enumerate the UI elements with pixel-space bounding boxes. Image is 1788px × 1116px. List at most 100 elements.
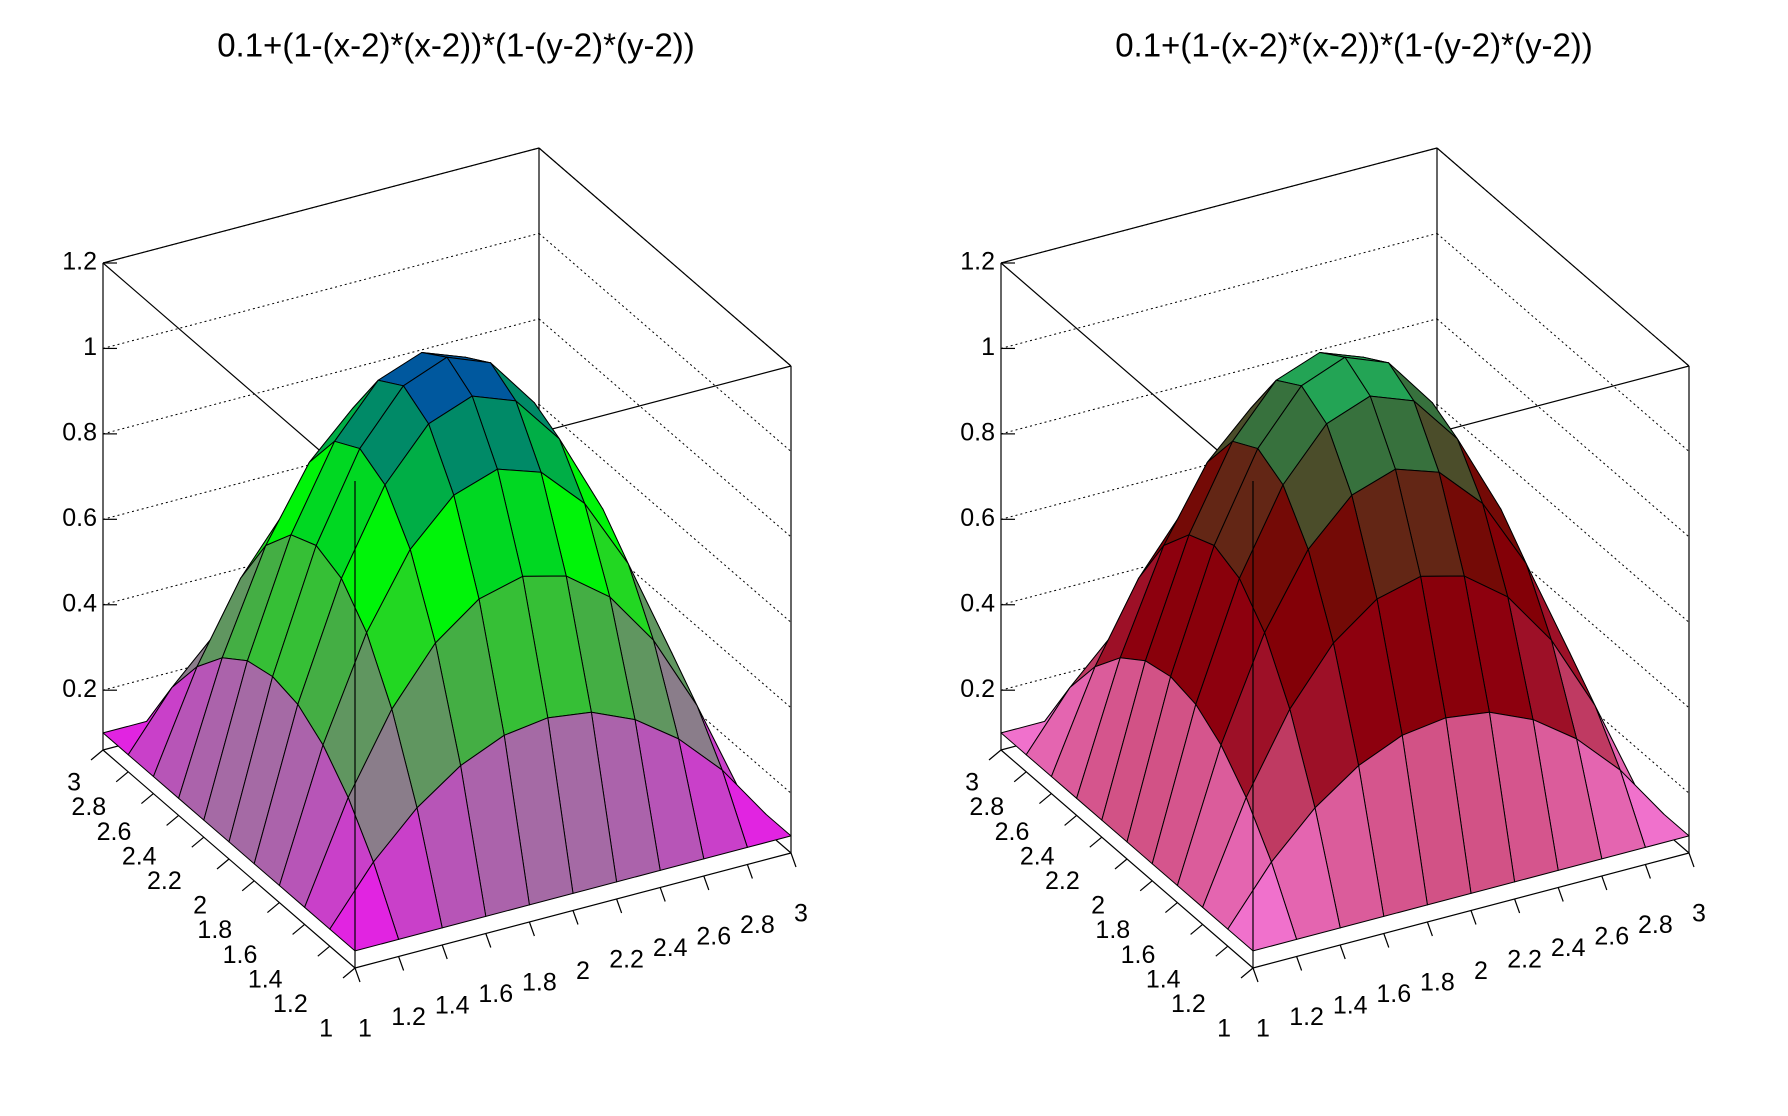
x-tick-label: 2 (1474, 957, 1488, 985)
z-tick-label: 0.4 (960, 589, 995, 617)
x-tick-label: 1 (358, 1015, 372, 1043)
y-tick-label: 2.4 (122, 842, 157, 870)
grid-line (102, 232, 540, 349)
x-tick (1339, 944, 1346, 960)
box-edge (102, 262, 356, 482)
y-tick (1165, 902, 1178, 914)
y-tick-label: 1.2 (273, 990, 308, 1018)
x-tick-label: 1.6 (1376, 980, 1411, 1008)
z-tick-label: 0.4 (62, 589, 97, 617)
x-tick (1557, 887, 1564, 902)
x-tick-label: 2.6 (696, 923, 731, 951)
grid-line (538, 233, 792, 452)
x-tick (659, 887, 666, 902)
y-tick-label: 1.6 (223, 941, 258, 969)
z-tick-label: 1 (981, 333, 995, 361)
z-tick-label: 0.6 (960, 504, 995, 532)
x-tick (485, 933, 492, 948)
grid-line (1436, 403, 1690, 623)
grid-line (538, 318, 792, 538)
x-tick-label: 2.4 (653, 934, 688, 962)
x-tick (1601, 875, 1608, 891)
grid-line (1000, 232, 1438, 349)
x-tick-label: 2.2 (609, 946, 644, 974)
x-tick-label: 1.4 (435, 992, 470, 1020)
z-tick-label: 0.2 (960, 675, 995, 703)
y-tick (317, 945, 331, 957)
z-tick-label: 1.2 (62, 248, 97, 276)
y-tick-label: 1.8 (1095, 916, 1130, 944)
x-tick (1470, 910, 1477, 925)
x-tick-label: 1.8 (522, 969, 557, 997)
x-tick-label: 1.4 (1333, 992, 1368, 1020)
x-tick-label: 1.2 (1289, 1003, 1324, 1031)
y-tick (1114, 858, 1128, 870)
x-tick (1514, 898, 1521, 914)
z-tick-label: 0.8 (62, 418, 97, 446)
x-tick-label: 2.4 (1551, 934, 1586, 962)
grid-line (538, 147, 792, 367)
y-tick (216, 858, 230, 870)
y-tick-label: 3 (965, 769, 979, 797)
x-tick-label: 1.8 (1420, 969, 1455, 997)
grid-line (1000, 147, 1438, 264)
y-tick-label: 1 (319, 1015, 333, 1043)
y-tick (1064, 814, 1077, 826)
chart-title: 0.1+(1-(x-2)*(x-2))*(1-(y-2)*(y-2)) (1115, 27, 1593, 64)
x-tick-label: 2.8 (1638, 911, 1673, 939)
y-tick (267, 902, 280, 914)
y-tick-label: 2.8 (969, 793, 1004, 821)
x-tick (703, 875, 710, 891)
y-tick (166, 814, 179, 826)
y-tick-label: 1.6 (1121, 941, 1156, 969)
x-tick (398, 956, 405, 971)
y-tick-label: 2.6 (97, 818, 132, 846)
grid-line (102, 318, 540, 435)
y-tick (1013, 771, 1027, 783)
x-tick-label: 1.2 (391, 1003, 426, 1031)
x-tick-label: 2.8 (740, 911, 775, 939)
x-tick (1688, 852, 1695, 868)
x-tick-label: 2.2 (1507, 946, 1542, 974)
y-tick-label: 2 (193, 892, 207, 920)
x-tick (616, 898, 623, 914)
grid-line (538, 403, 792, 623)
y-tick-label: 3 (67, 769, 81, 797)
x-tick-label: 1 (1256, 1015, 1270, 1043)
surface-cell (329, 861, 400, 952)
y-tick (90, 749, 104, 761)
y-tick-label: 2.2 (147, 867, 182, 895)
x-tick-label: 2 (576, 957, 590, 985)
grid-line (102, 147, 540, 264)
grid-line (1436, 318, 1690, 538)
x-tick-label: 2.6 (1594, 923, 1629, 951)
y-tick-label: 2.6 (995, 818, 1030, 846)
y-tick (1190, 923, 1203, 935)
x-tick (1252, 967, 1259, 983)
y-tick (1240, 967, 1254, 979)
y-tick-label: 1.8 (197, 916, 232, 944)
y-tick-label: 2.8 (71, 793, 106, 821)
y-tick (342, 967, 356, 979)
y-tick-label: 1 (1217, 1015, 1231, 1043)
x-tick-label: 3 (794, 900, 808, 928)
y-tick (141, 793, 154, 805)
z-tick-label: 0.8 (960, 418, 995, 446)
y-tick (241, 880, 255, 892)
y-tick-label: 2.2 (1045, 867, 1080, 895)
y-tick (1139, 880, 1153, 892)
box-edge (1000, 262, 1254, 482)
y-tick-label: 1.4 (248, 965, 283, 993)
y-tick-label: 2 (1091, 892, 1105, 920)
x-tick (354, 967, 361, 983)
z-tick-label: 1.2 (960, 248, 995, 276)
x-tick (528, 921, 535, 937)
y-tick (1215, 945, 1229, 957)
y-tick-label: 1.2 (1171, 990, 1206, 1018)
z-tick-label: 0.6 (62, 504, 97, 532)
x-tick (572, 910, 579, 925)
chart-title: 0.1+(1-(x-2)*(x-2))*(1-(y-2)*(y-2)) (217, 27, 695, 64)
y-tick (115, 771, 129, 783)
